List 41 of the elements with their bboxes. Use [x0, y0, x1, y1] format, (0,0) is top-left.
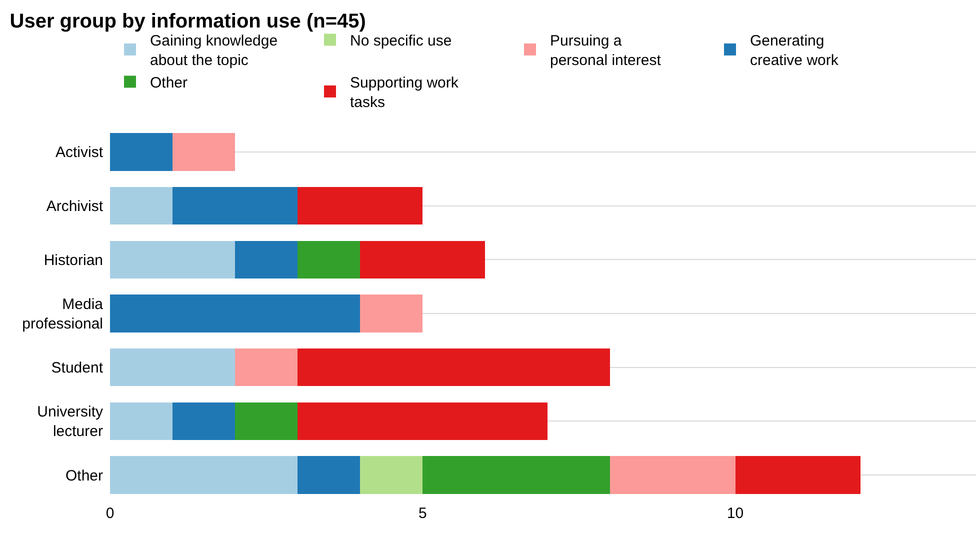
- x-tick-label: 10: [726, 505, 744, 522]
- bar: [235, 240, 298, 278]
- y-tick-label: Historian: [44, 252, 103, 269]
- bar: [422, 456, 610, 494]
- y-tick-label: University lecturer: [37, 404, 104, 440]
- bar: [172, 402, 236, 440]
- y-tick-label: Student: [51, 360, 104, 377]
- y-tick-label: Archivist: [46, 198, 104, 216]
- legend-label: No specific use: [350, 32, 452, 50]
- y-tick-label: Activist: [55, 144, 104, 162]
- legend-label: Pursuing a personal interest: [550, 32, 662, 70]
- x-tick-label: 0: [106, 505, 114, 522]
- bar: [735, 456, 860, 494]
- bar: [110, 402, 173, 440]
- bar: [172, 133, 236, 171]
- bar: [235, 348, 298, 386]
- bar: [298, 240, 360, 278]
- bar: [172, 186, 298, 225]
- bar: [360, 456, 423, 494]
- bar: [610, 456, 736, 494]
- bar: [110, 456, 298, 494]
- legend-label: Gaining knowledge about the topic: [150, 32, 278, 70]
- bar: [298, 456, 360, 494]
- bar: [110, 294, 360, 332]
- bar: [298, 402, 548, 440]
- legend-label: Supporting work tasks: [350, 74, 459, 112]
- y-tick-label: Media professional: [22, 296, 104, 332]
- bar: [110, 348, 236, 386]
- bar: [360, 240, 486, 278]
- x-tick-label: 5: [418, 505, 427, 522]
- bar: [110, 186, 173, 225]
- chart-title: User group by information use (n=45): [10, 10, 366, 32]
- bar: [298, 348, 610, 386]
- bar: [298, 186, 423, 225]
- bar: [110, 133, 173, 171]
- bar: [360, 294, 423, 332]
- legend-label: Other: [150, 74, 188, 92]
- legend-label: Generating creative work: [750, 32, 839, 70]
- bar: [235, 402, 298, 440]
- bar: [110, 240, 236, 278]
- y-tick-label: Other: [65, 467, 104, 484]
